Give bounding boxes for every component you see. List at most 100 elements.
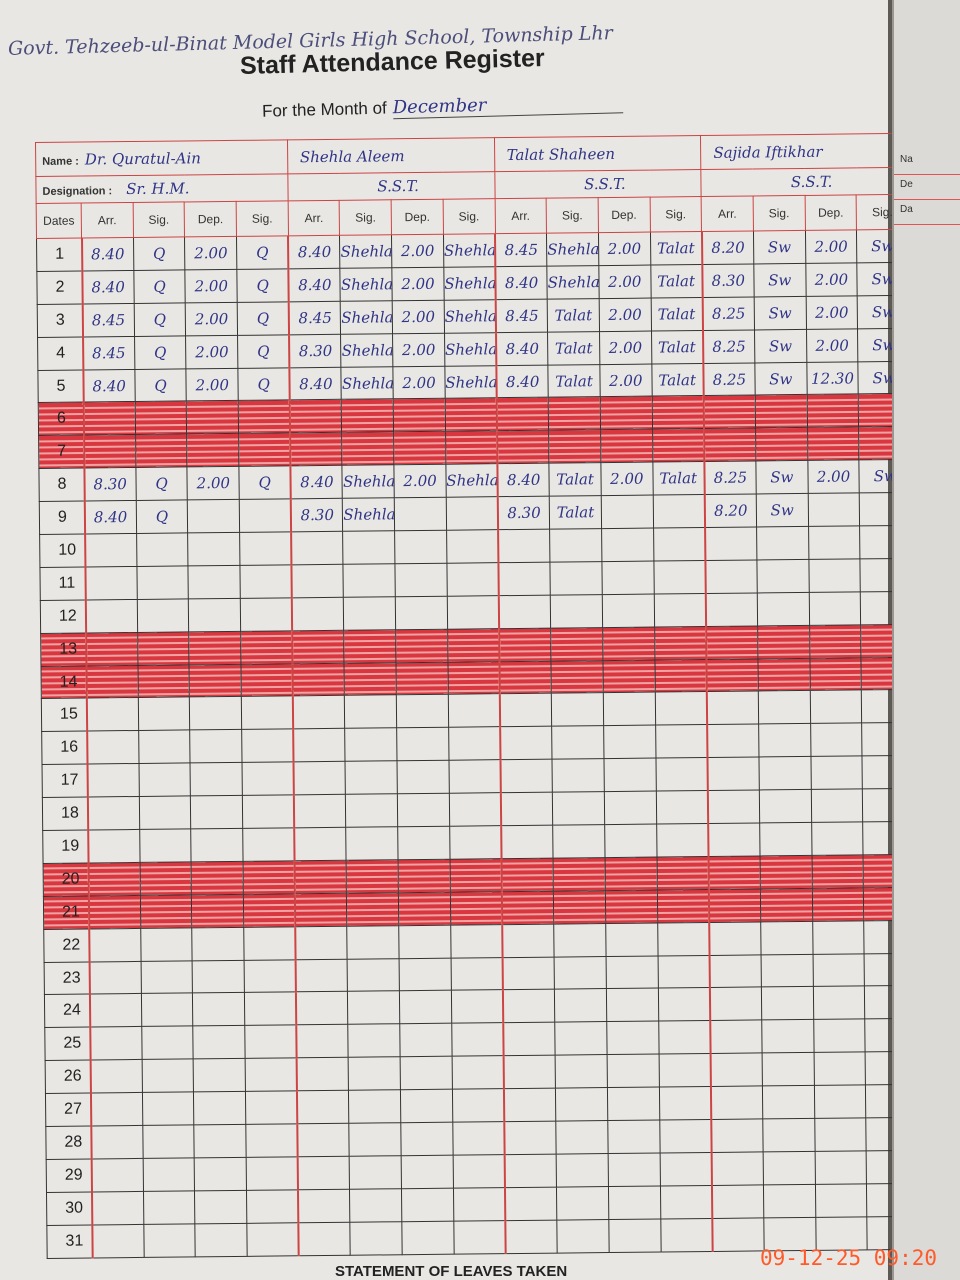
cell (294, 794, 347, 828)
cell (88, 895, 141, 929)
cell (345, 760, 398, 795)
cell: 2.00 (599, 363, 652, 398)
cell: Talat (547, 331, 600, 365)
cell (400, 1122, 453, 1156)
cell (708, 855, 761, 890)
cell (548, 429, 601, 464)
cell (757, 592, 810, 626)
cell: 12.30 (806, 361, 859, 395)
next-page-label: Na (894, 150, 960, 175)
cell (601, 495, 654, 529)
cell (346, 892, 399, 926)
cell (400, 1089, 453, 1123)
cell (603, 758, 656, 792)
staff-name: Dr. Quratul-Ain (84, 148, 201, 168)
cell (658, 1020, 711, 1055)
cell (453, 1220, 506, 1254)
date: 16 (41, 731, 88, 765)
cell: 2.00 (392, 332, 445, 367)
cell (703, 395, 756, 429)
cell (755, 394, 808, 429)
cell: Talat (548, 364, 601, 398)
cell: Q (237, 367, 290, 401)
cell (83, 401, 136, 436)
cell (289, 399, 342, 434)
designation-cell: S.S.T. (701, 167, 909, 197)
cell: 2.00 (807, 460, 860, 494)
cell (295, 958, 348, 993)
cell (553, 857, 606, 891)
cell (552, 791, 605, 826)
cell (606, 988, 659, 1022)
cell: Q (133, 269, 186, 304)
cell: 2.00 (806, 328, 859, 362)
cell (451, 1055, 504, 1090)
cell: Q (135, 467, 188, 501)
cell (243, 926, 296, 960)
cell (240, 597, 293, 632)
cell (763, 1151, 816, 1185)
cell (139, 861, 192, 896)
cell (343, 596, 396, 630)
cell (604, 856, 657, 891)
cell (605, 922, 658, 957)
cell (556, 1153, 609, 1187)
cell (653, 527, 706, 561)
cell (501, 890, 554, 925)
cell (606, 1021, 659, 1055)
cell (603, 725, 656, 759)
cell (761, 986, 814, 1021)
cell: 2.00 (185, 269, 238, 303)
cell (811, 887, 865, 922)
cell (608, 1218, 661, 1253)
cell (601, 528, 654, 562)
cell: Shehla (340, 333, 393, 367)
cell: Talat (651, 363, 704, 397)
cell (347, 991, 400, 1025)
cell: 8.40 (288, 235, 341, 269)
cell (605, 889, 658, 924)
cell (808, 558, 861, 593)
cell: Shehla (340, 300, 393, 334)
date: 25 (44, 1027, 91, 1061)
cell (344, 695, 397, 729)
cell (141, 993, 194, 1027)
cell (554, 989, 607, 1023)
cell (84, 533, 137, 567)
cell (246, 1222, 299, 1256)
cell (810, 789, 863, 823)
name-label: Name : (42, 155, 79, 168)
cell: 8.40 (496, 331, 549, 366)
cell (397, 826, 450, 860)
cell (550, 627, 603, 661)
cell (550, 561, 603, 595)
cell (192, 959, 245, 994)
date: 24 (44, 994, 90, 1028)
staff-name: Talat Shaheen (506, 144, 616, 164)
cell: 8.25 (703, 362, 756, 396)
cell (652, 494, 705, 529)
cell (89, 1026, 142, 1061)
cell (656, 856, 709, 890)
cell: 2.00 (599, 297, 652, 332)
cell: 8.40 (84, 500, 137, 535)
cell (189, 696, 242, 731)
cell: Shehla (443, 233, 496, 268)
cell (660, 1185, 713, 1219)
cell (551, 693, 604, 727)
cell (86, 730, 139, 765)
cell (294, 827, 347, 861)
designation: Sr. H.M. (126, 179, 190, 199)
cell (759, 789, 812, 823)
cell (138, 697, 191, 731)
cell (813, 1019, 866, 1053)
column-label: Sig. (339, 199, 392, 236)
cell: 2.00 (392, 365, 446, 400)
cell (192, 927, 245, 961)
cell: 8.30 (497, 496, 550, 530)
cell: Sw (754, 296, 807, 330)
cell: 2.00 (598, 264, 651, 299)
cell (657, 987, 710, 1022)
cell (762, 1052, 815, 1087)
cell (706, 658, 759, 692)
